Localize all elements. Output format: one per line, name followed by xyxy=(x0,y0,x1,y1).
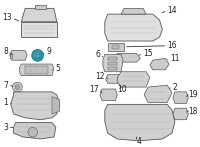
Polygon shape xyxy=(19,64,54,76)
Text: 7: 7 xyxy=(3,81,8,90)
Polygon shape xyxy=(108,57,117,60)
Polygon shape xyxy=(114,54,140,62)
Circle shape xyxy=(34,52,41,59)
Text: 15: 15 xyxy=(143,49,153,58)
Text: 10: 10 xyxy=(117,85,127,95)
Polygon shape xyxy=(21,8,57,22)
Polygon shape xyxy=(11,92,60,120)
Text: 8: 8 xyxy=(3,47,8,56)
Polygon shape xyxy=(103,54,123,72)
Text: 14: 14 xyxy=(167,6,177,15)
Text: 9: 9 xyxy=(46,47,51,56)
Text: 12: 12 xyxy=(95,72,105,81)
Polygon shape xyxy=(105,14,162,41)
Polygon shape xyxy=(106,75,123,83)
Polygon shape xyxy=(52,97,60,114)
Text: 11: 11 xyxy=(170,54,180,63)
Polygon shape xyxy=(108,43,124,51)
Polygon shape xyxy=(21,22,57,37)
Text: 3: 3 xyxy=(3,123,8,132)
Text: 2: 2 xyxy=(173,83,178,92)
Polygon shape xyxy=(105,104,175,141)
Polygon shape xyxy=(35,5,46,9)
Polygon shape xyxy=(173,108,188,120)
Circle shape xyxy=(32,50,43,61)
Polygon shape xyxy=(144,85,172,102)
Text: 17: 17 xyxy=(89,85,99,93)
Polygon shape xyxy=(25,66,48,74)
Circle shape xyxy=(15,85,20,90)
Polygon shape xyxy=(173,92,188,103)
Polygon shape xyxy=(10,52,12,58)
Text: 18: 18 xyxy=(188,107,198,116)
Polygon shape xyxy=(108,67,117,70)
Text: 1: 1 xyxy=(3,98,8,107)
Polygon shape xyxy=(121,8,146,14)
Polygon shape xyxy=(113,106,162,137)
Polygon shape xyxy=(108,62,117,65)
Polygon shape xyxy=(10,51,27,60)
Circle shape xyxy=(13,82,22,92)
Polygon shape xyxy=(150,58,169,70)
Circle shape xyxy=(28,127,38,137)
Text: 16: 16 xyxy=(167,41,177,50)
Polygon shape xyxy=(112,45,119,49)
Polygon shape xyxy=(19,94,48,116)
Text: 4: 4 xyxy=(136,137,141,146)
Text: 13: 13 xyxy=(2,14,12,22)
Polygon shape xyxy=(100,89,117,101)
Text: 6: 6 xyxy=(95,50,100,59)
Polygon shape xyxy=(14,123,56,139)
Text: 19: 19 xyxy=(188,90,198,99)
Text: 5: 5 xyxy=(55,64,60,73)
Polygon shape xyxy=(117,72,150,87)
